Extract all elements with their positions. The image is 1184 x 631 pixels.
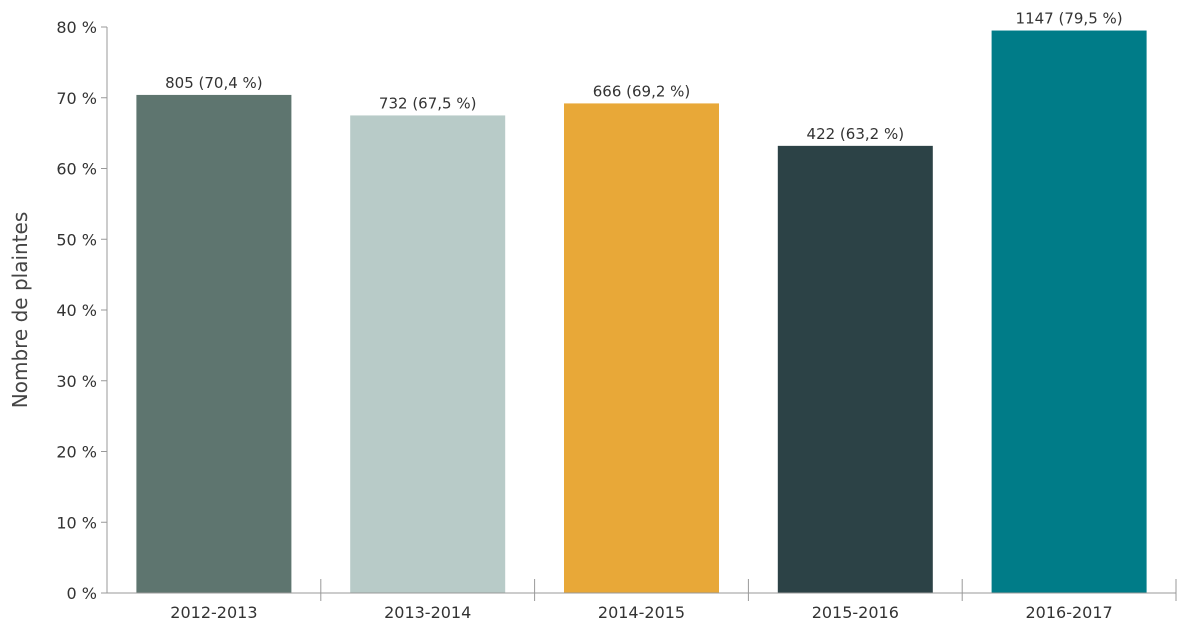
x-category-label: 2013-2014 [384, 603, 471, 622]
y-tick-label: 50 % [56, 230, 97, 249]
bar-data-label: 422 (63,2 %) [807, 125, 905, 143]
y-tick-label: 30 % [56, 372, 97, 391]
bars-group: 805 (70,4 %) 732 (67,5 %) 666 (69,2 %) 422 … [136, 10, 1147, 594]
bar-data-label: 805 (70,4 %) [165, 74, 263, 92]
bar [136, 94, 292, 594]
y-tick-label: 80 % [56, 18, 97, 37]
bar [350, 115, 506, 593]
y-tick-label: 10 % [56, 513, 97, 532]
y-axis-title: Nombre de plaintes [8, 212, 32, 408]
y-tick-label: 70 % [56, 89, 97, 108]
x-category-label: 2014-2015 [598, 603, 685, 622]
y-tick-label: 20 % [56, 443, 97, 462]
bar-data-label: 666 (69,2 %) [593, 82, 691, 100]
x-category-label: 2012-2013 [170, 603, 257, 622]
x-category-label: 2015-2016 [812, 603, 899, 622]
y-tick-label: 60 % [56, 160, 97, 179]
bar [991, 30, 1147, 594]
y-tick-label: 0 % [67, 584, 97, 603]
y-axis-ticks: 0 % 10 % 20 % 30 % 40 % 50 % 60 % 70 % 80 % [56, 18, 107, 603]
bar [564, 103, 719, 593]
bar-data-label: 732 (67,5 %) [379, 94, 477, 112]
x-category-label: 2016-2017 [1025, 603, 1112, 622]
bar-data-label: 1147 (79,5 %) [1016, 10, 1123, 28]
bar [777, 145, 933, 594]
y-tick-label: 40 % [56, 301, 97, 320]
x-axis-ticks: 2012-2013 2013-2014 2014-2015 2015-2016 2016… [170, 579, 1177, 622]
